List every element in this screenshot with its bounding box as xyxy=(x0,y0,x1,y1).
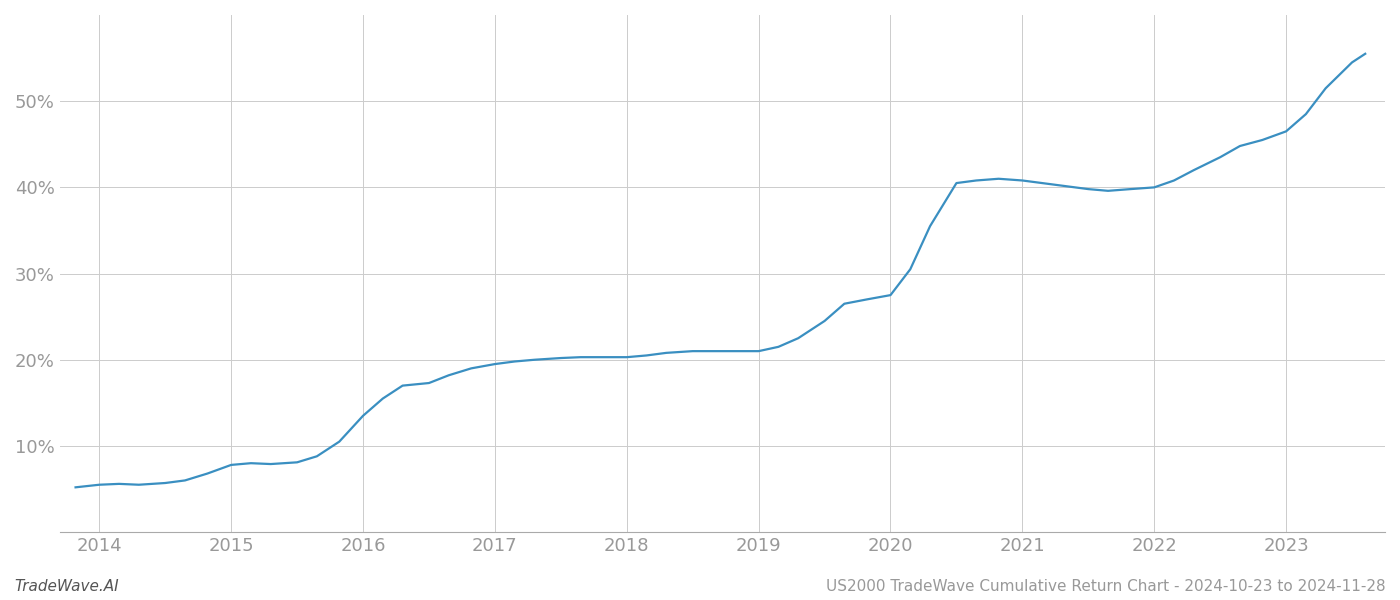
Text: US2000 TradeWave Cumulative Return Chart - 2024-10-23 to 2024-11-28: US2000 TradeWave Cumulative Return Chart… xyxy=(826,579,1386,594)
Text: TradeWave.AI: TradeWave.AI xyxy=(14,579,119,594)
